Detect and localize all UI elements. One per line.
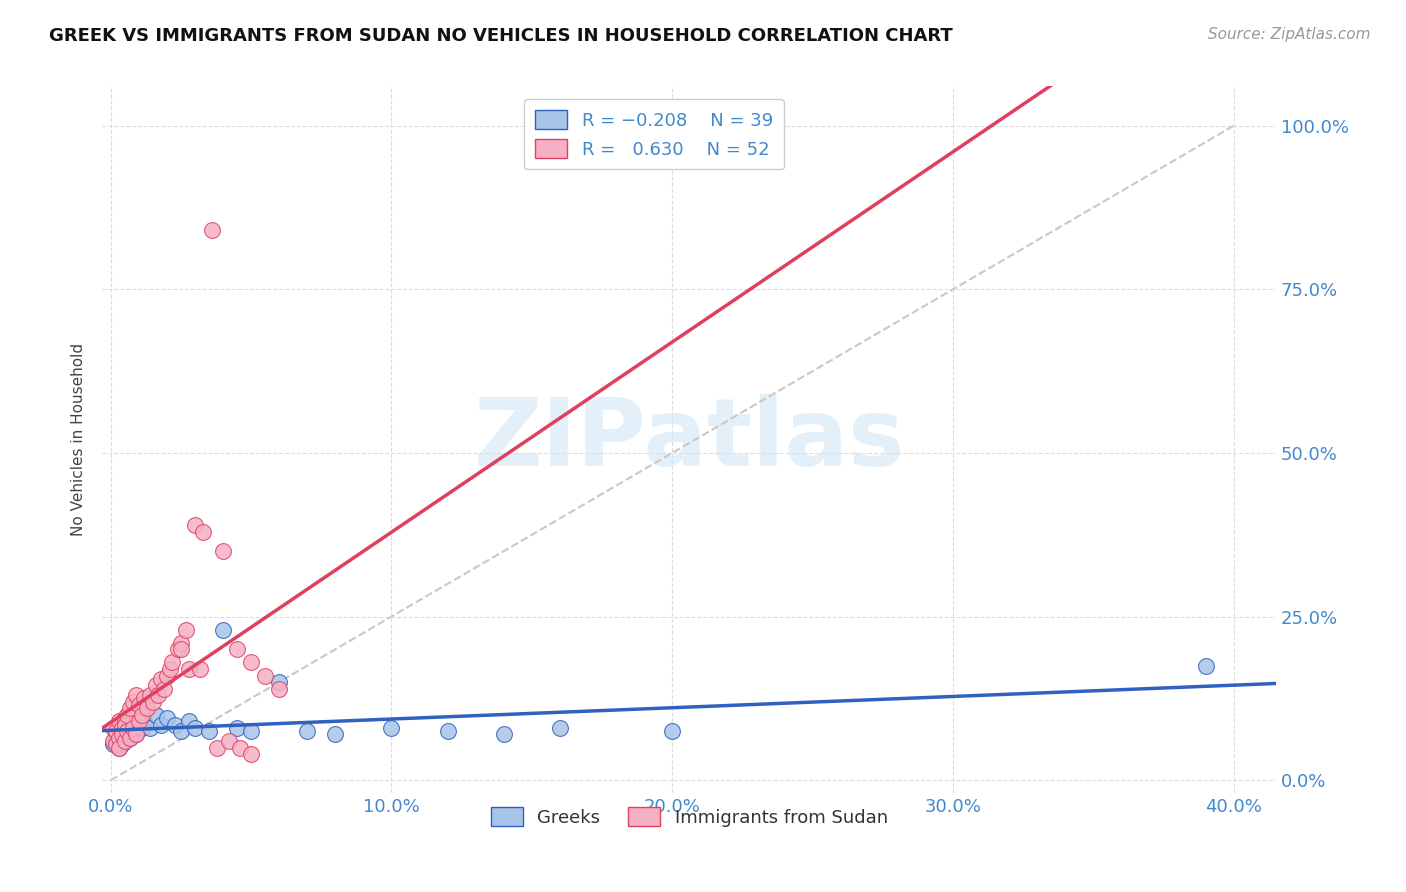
Point bbox=[323, 727, 346, 741]
Point bbox=[240, 724, 263, 739]
Point bbox=[165, 717, 187, 731]
Point bbox=[150, 717, 173, 731]
Point bbox=[170, 636, 193, 650]
Point bbox=[193, 524, 215, 539]
Point bbox=[548, 721, 571, 735]
Point bbox=[111, 731, 134, 745]
Point bbox=[122, 717, 145, 731]
Point bbox=[153, 681, 176, 696]
Point bbox=[117, 727, 139, 741]
Point bbox=[145, 678, 167, 692]
Point bbox=[661, 724, 683, 739]
Point bbox=[120, 731, 142, 745]
Point bbox=[134, 691, 156, 706]
Point bbox=[170, 724, 193, 739]
Point bbox=[492, 727, 515, 741]
Point bbox=[240, 747, 263, 761]
Point bbox=[295, 724, 318, 739]
Point bbox=[139, 688, 162, 702]
Point bbox=[198, 724, 221, 739]
Y-axis label: No Vehicles in Household: No Vehicles in Household bbox=[72, 343, 86, 536]
Point bbox=[142, 695, 165, 709]
Point bbox=[108, 740, 131, 755]
Text: GREEK VS IMMIGRANTS FROM SUDAN NO VEHICLES IN HOUSEHOLD CORRELATION CHART: GREEK VS IMMIGRANTS FROM SUDAN NO VEHICL… bbox=[49, 27, 953, 45]
Point bbox=[201, 223, 224, 237]
Point bbox=[114, 724, 136, 739]
Point bbox=[145, 707, 167, 722]
Point bbox=[134, 714, 156, 729]
Point bbox=[226, 642, 249, 657]
Point bbox=[111, 727, 134, 741]
Text: ZIPatlas: ZIPatlas bbox=[474, 394, 905, 486]
Point bbox=[108, 714, 131, 729]
Point bbox=[108, 721, 131, 735]
Point bbox=[108, 740, 131, 755]
Point bbox=[111, 721, 134, 735]
Point bbox=[240, 656, 263, 670]
Point bbox=[176, 623, 198, 637]
Point bbox=[436, 724, 458, 739]
Point bbox=[1195, 658, 1218, 673]
Point bbox=[212, 544, 235, 558]
Point bbox=[136, 701, 159, 715]
Point bbox=[128, 714, 150, 729]
Text: Source: ZipAtlas.com: Source: ZipAtlas.com bbox=[1208, 27, 1371, 42]
Point bbox=[114, 734, 136, 748]
Point bbox=[120, 724, 142, 739]
Point bbox=[212, 623, 235, 637]
Point bbox=[128, 711, 150, 725]
Point bbox=[159, 662, 181, 676]
Point bbox=[108, 731, 131, 745]
Point bbox=[103, 721, 125, 735]
Point bbox=[128, 698, 150, 712]
Point bbox=[103, 737, 125, 751]
Point bbox=[162, 656, 184, 670]
Point bbox=[122, 695, 145, 709]
Point bbox=[167, 642, 190, 657]
Point bbox=[125, 688, 148, 702]
Point bbox=[269, 675, 291, 690]
Point bbox=[226, 721, 249, 735]
Point bbox=[179, 662, 201, 676]
Point bbox=[170, 642, 193, 657]
Point bbox=[114, 717, 136, 731]
Point bbox=[105, 724, 128, 739]
Point bbox=[117, 724, 139, 739]
Point bbox=[184, 518, 207, 533]
Point bbox=[125, 727, 148, 741]
Legend: Greeks, Immigrants from Sudan: Greeks, Immigrants from Sudan bbox=[484, 799, 894, 834]
Point bbox=[117, 721, 139, 735]
Point bbox=[120, 701, 142, 715]
Point bbox=[150, 672, 173, 686]
Point bbox=[380, 721, 402, 735]
Point bbox=[156, 668, 179, 682]
Point bbox=[207, 740, 229, 755]
Point bbox=[139, 721, 162, 735]
Point bbox=[269, 681, 291, 696]
Point bbox=[122, 721, 145, 735]
Point bbox=[111, 737, 134, 751]
Point bbox=[184, 721, 207, 735]
Point bbox=[254, 668, 277, 682]
Point bbox=[117, 707, 139, 722]
Point bbox=[190, 662, 212, 676]
Point bbox=[131, 707, 153, 722]
Point bbox=[114, 711, 136, 725]
Point bbox=[105, 734, 128, 748]
Point bbox=[105, 727, 128, 741]
Point bbox=[229, 740, 252, 755]
Point bbox=[120, 731, 142, 745]
Point bbox=[105, 737, 128, 751]
Point bbox=[218, 734, 240, 748]
Point bbox=[179, 714, 201, 729]
Point bbox=[114, 734, 136, 748]
Point bbox=[131, 721, 153, 735]
Point bbox=[156, 711, 179, 725]
Point bbox=[103, 734, 125, 748]
Point bbox=[125, 727, 148, 741]
Point bbox=[148, 688, 170, 702]
